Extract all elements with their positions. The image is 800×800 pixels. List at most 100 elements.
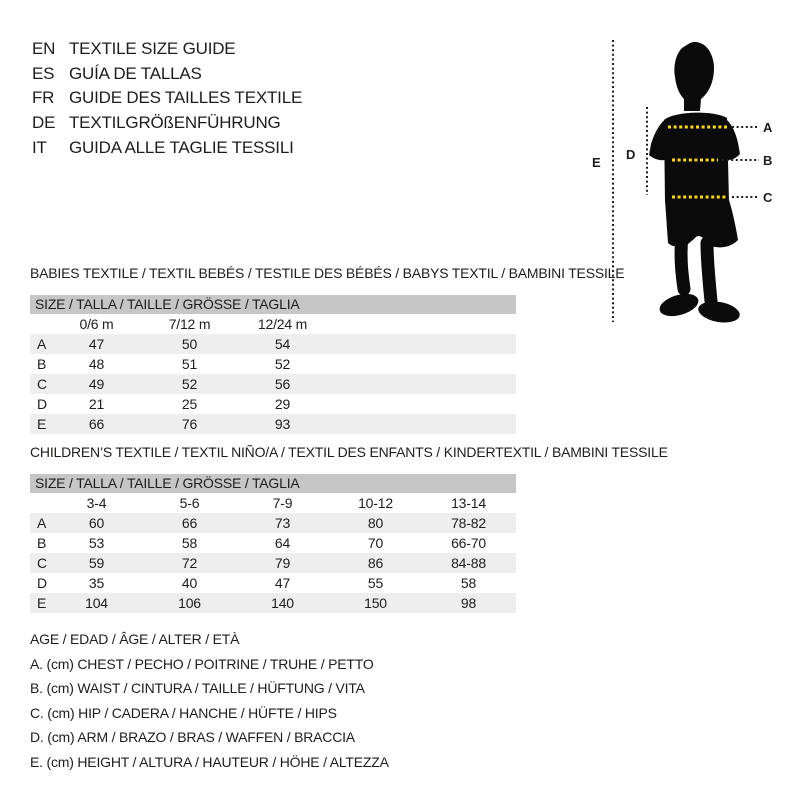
size-value: 21	[88, 396, 105, 412]
size-value: 50	[181, 336, 198, 352]
size-value: 106	[178, 595, 201, 611]
column-header: 0/6 m	[79, 316, 114, 332]
row-measure-label: E	[37, 416, 47, 432]
size-value: 66	[181, 515, 198, 531]
size-value: 51	[181, 356, 198, 372]
legend-line: A. (cm) CHEST / PECHO / POITRINE / TRUHE…	[30, 655, 374, 672]
size-value: 73	[274, 515, 291, 531]
language-code: FR	[32, 88, 55, 108]
language-row: EN TEXTILE SIZE GUIDE	[32, 37, 302, 62]
table-row: A 60 66 73 80 78-82	[30, 513, 516, 533]
row-measure-label: B	[37, 356, 47, 372]
language-title: GUÍA DE TALLAS	[69, 63, 202, 83]
row-measure-label: E	[37, 595, 47, 611]
child-silhouette	[649, 42, 740, 323]
size-value: 104	[85, 595, 108, 611]
language-title: GUIDA ALLE TAGLIE TESSILI	[69, 137, 294, 157]
arm-label: D	[626, 147, 635, 162]
size-value: 66-70	[451, 535, 486, 551]
table-row: A 47 50 54	[30, 334, 516, 354]
table-row: D 21 25 29	[30, 394, 516, 414]
language-row: IT GUIDA ALLE TAGLIE TESSILI	[32, 135, 302, 160]
children-size-table: SIZE / TALLA / TAILLE / GRÖSSE / TAGLIA …	[30, 474, 516, 613]
size-value: 72	[181, 555, 198, 571]
column-header: 7-9	[272, 495, 293, 511]
size-value: 58	[460, 575, 477, 591]
babies-column-header-row: 0/6 m 7/12 m 12/24 m	[30, 314, 516, 334]
table-row: B 48 51 52	[30, 354, 516, 374]
row-measure-label: B	[37, 535, 47, 551]
language-code: ES	[32, 63, 55, 83]
size-value: 52	[274, 356, 291, 372]
column-header: 13-14	[451, 495, 486, 511]
size-value: 25	[181, 396, 198, 412]
language-title: TEXTILE SIZE GUIDE	[69, 39, 236, 59]
row-measure-label: C	[37, 555, 47, 571]
size-diagram: E D A B C	[592, 40, 773, 323]
table-row: C 49 52 56	[30, 374, 516, 394]
size-value: 60	[88, 515, 105, 531]
size-value: 80	[367, 515, 384, 531]
babies-size-table: SIZE / TALLA / TAILLE / GRÖSSE / TAGLIA …	[30, 295, 516, 434]
size-value: 76	[181, 416, 198, 432]
legend-line: D. (cm) ARM / BRAZO / BRAS / WAFFEN / BR…	[30, 729, 355, 746]
size-value: 78-82	[451, 515, 486, 531]
size-value: 93	[274, 416, 291, 432]
size-value: 59	[88, 555, 105, 571]
column-header: 3-4	[86, 495, 107, 511]
language-title: TEXTILGRÖßENFÜHRUNG	[69, 113, 281, 133]
children-table-header: SIZE / TALLA / TAILLE / GRÖSSE / TAGLIA	[30, 474, 516, 493]
row-measure-label: A	[37, 336, 47, 352]
children-table-body: A 60 66 73 80 78-82 B 53 58 64 70 66-70 C 59 72 79 86 84-…	[30, 513, 516, 613]
babies-section-title: BABIES TEXTILE / TEXTIL BEBÉS / TESTILE …	[30, 265, 625, 281]
size-value: 79	[274, 555, 291, 571]
language-row: ES GUÍA DE TALLAS	[32, 62, 302, 87]
children-section-title: CHILDREN’S TEXTILE / TEXTIL NIÑO/A / TEX…	[30, 444, 668, 460]
size-value: 64	[274, 535, 291, 551]
size-value: 47	[88, 336, 105, 352]
size-value: 66	[88, 416, 105, 432]
language-code: IT	[32, 137, 47, 157]
size-value: 140	[271, 595, 294, 611]
legend-line: C. (cm) HIP / CADERA / HANCHE / HÜFTE / …	[30, 704, 337, 721]
hip-label: C	[763, 190, 773, 205]
size-value: 70	[367, 535, 384, 551]
column-header: 5-6	[179, 495, 200, 511]
language-row: FR GUIDE DES TAILLES TEXTILE	[32, 86, 302, 111]
size-value: 86	[367, 555, 384, 571]
size-value: 98	[460, 595, 477, 611]
size-value: 54	[274, 336, 291, 352]
column-header-spacer	[30, 493, 50, 513]
row-measure-label: A	[37, 515, 47, 531]
size-value: 84-88	[451, 555, 486, 571]
size-value: 35	[88, 575, 105, 591]
language-code: DE	[32, 113, 56, 133]
row-measure-label: C	[37, 376, 47, 392]
babies-table-header: SIZE / TALLA / TAILLE / GRÖSSE / TAGLIA	[30, 295, 516, 314]
table-row: E 104 106 140 150 98	[30, 593, 516, 613]
language-code: EN	[32, 39, 56, 59]
children-column-header-row: 3-4 5-6 7-9 10-12 13-14	[30, 493, 516, 513]
babies-table-body: A 47 50 54 B 48 51 52 C 49 52 56 D 21 25 29 E 66 76 93	[30, 334, 516, 434]
legend-line: E. (cm) HEIGHT / ALTURA / HAUTEUR / HÖHE…	[30, 753, 389, 770]
size-value: 49	[88, 376, 105, 392]
column-header: 10-12	[358, 495, 393, 511]
size-value: 29	[274, 396, 291, 412]
row-measure-label: D	[37, 396, 47, 412]
table-row: C 59 72 79 86 84-88	[30, 553, 516, 573]
legend-line: B. (cm) WAIST / CINTURA / TAILLE / HÜFTU…	[30, 680, 365, 697]
column-header-spacer	[30, 314, 50, 334]
column-header: 12/24 m	[257, 316, 308, 332]
measurement-legend: AGE / EDAD / ÂGE / ALTER / ETÀ A. (cm) CH…	[30, 627, 389, 775]
language-guide-list: EN TEXTILE SIZE GUIDE ES GUÍA DE TALLAS FR GU…	[32, 37, 302, 160]
size-value: 56	[274, 376, 291, 392]
size-value: 52	[181, 376, 198, 392]
table-row: D 35 40 47 55 58	[30, 573, 516, 593]
row-measure-label: D	[37, 575, 47, 591]
size-value: 53	[88, 535, 105, 551]
size-value: 40	[181, 575, 198, 591]
height-label: E	[592, 155, 601, 170]
chest-label: A	[763, 120, 773, 135]
table-row: E 66 76 93	[30, 414, 516, 434]
language-title: GUIDE DES TAILLES TEXTILE	[69, 88, 303, 108]
